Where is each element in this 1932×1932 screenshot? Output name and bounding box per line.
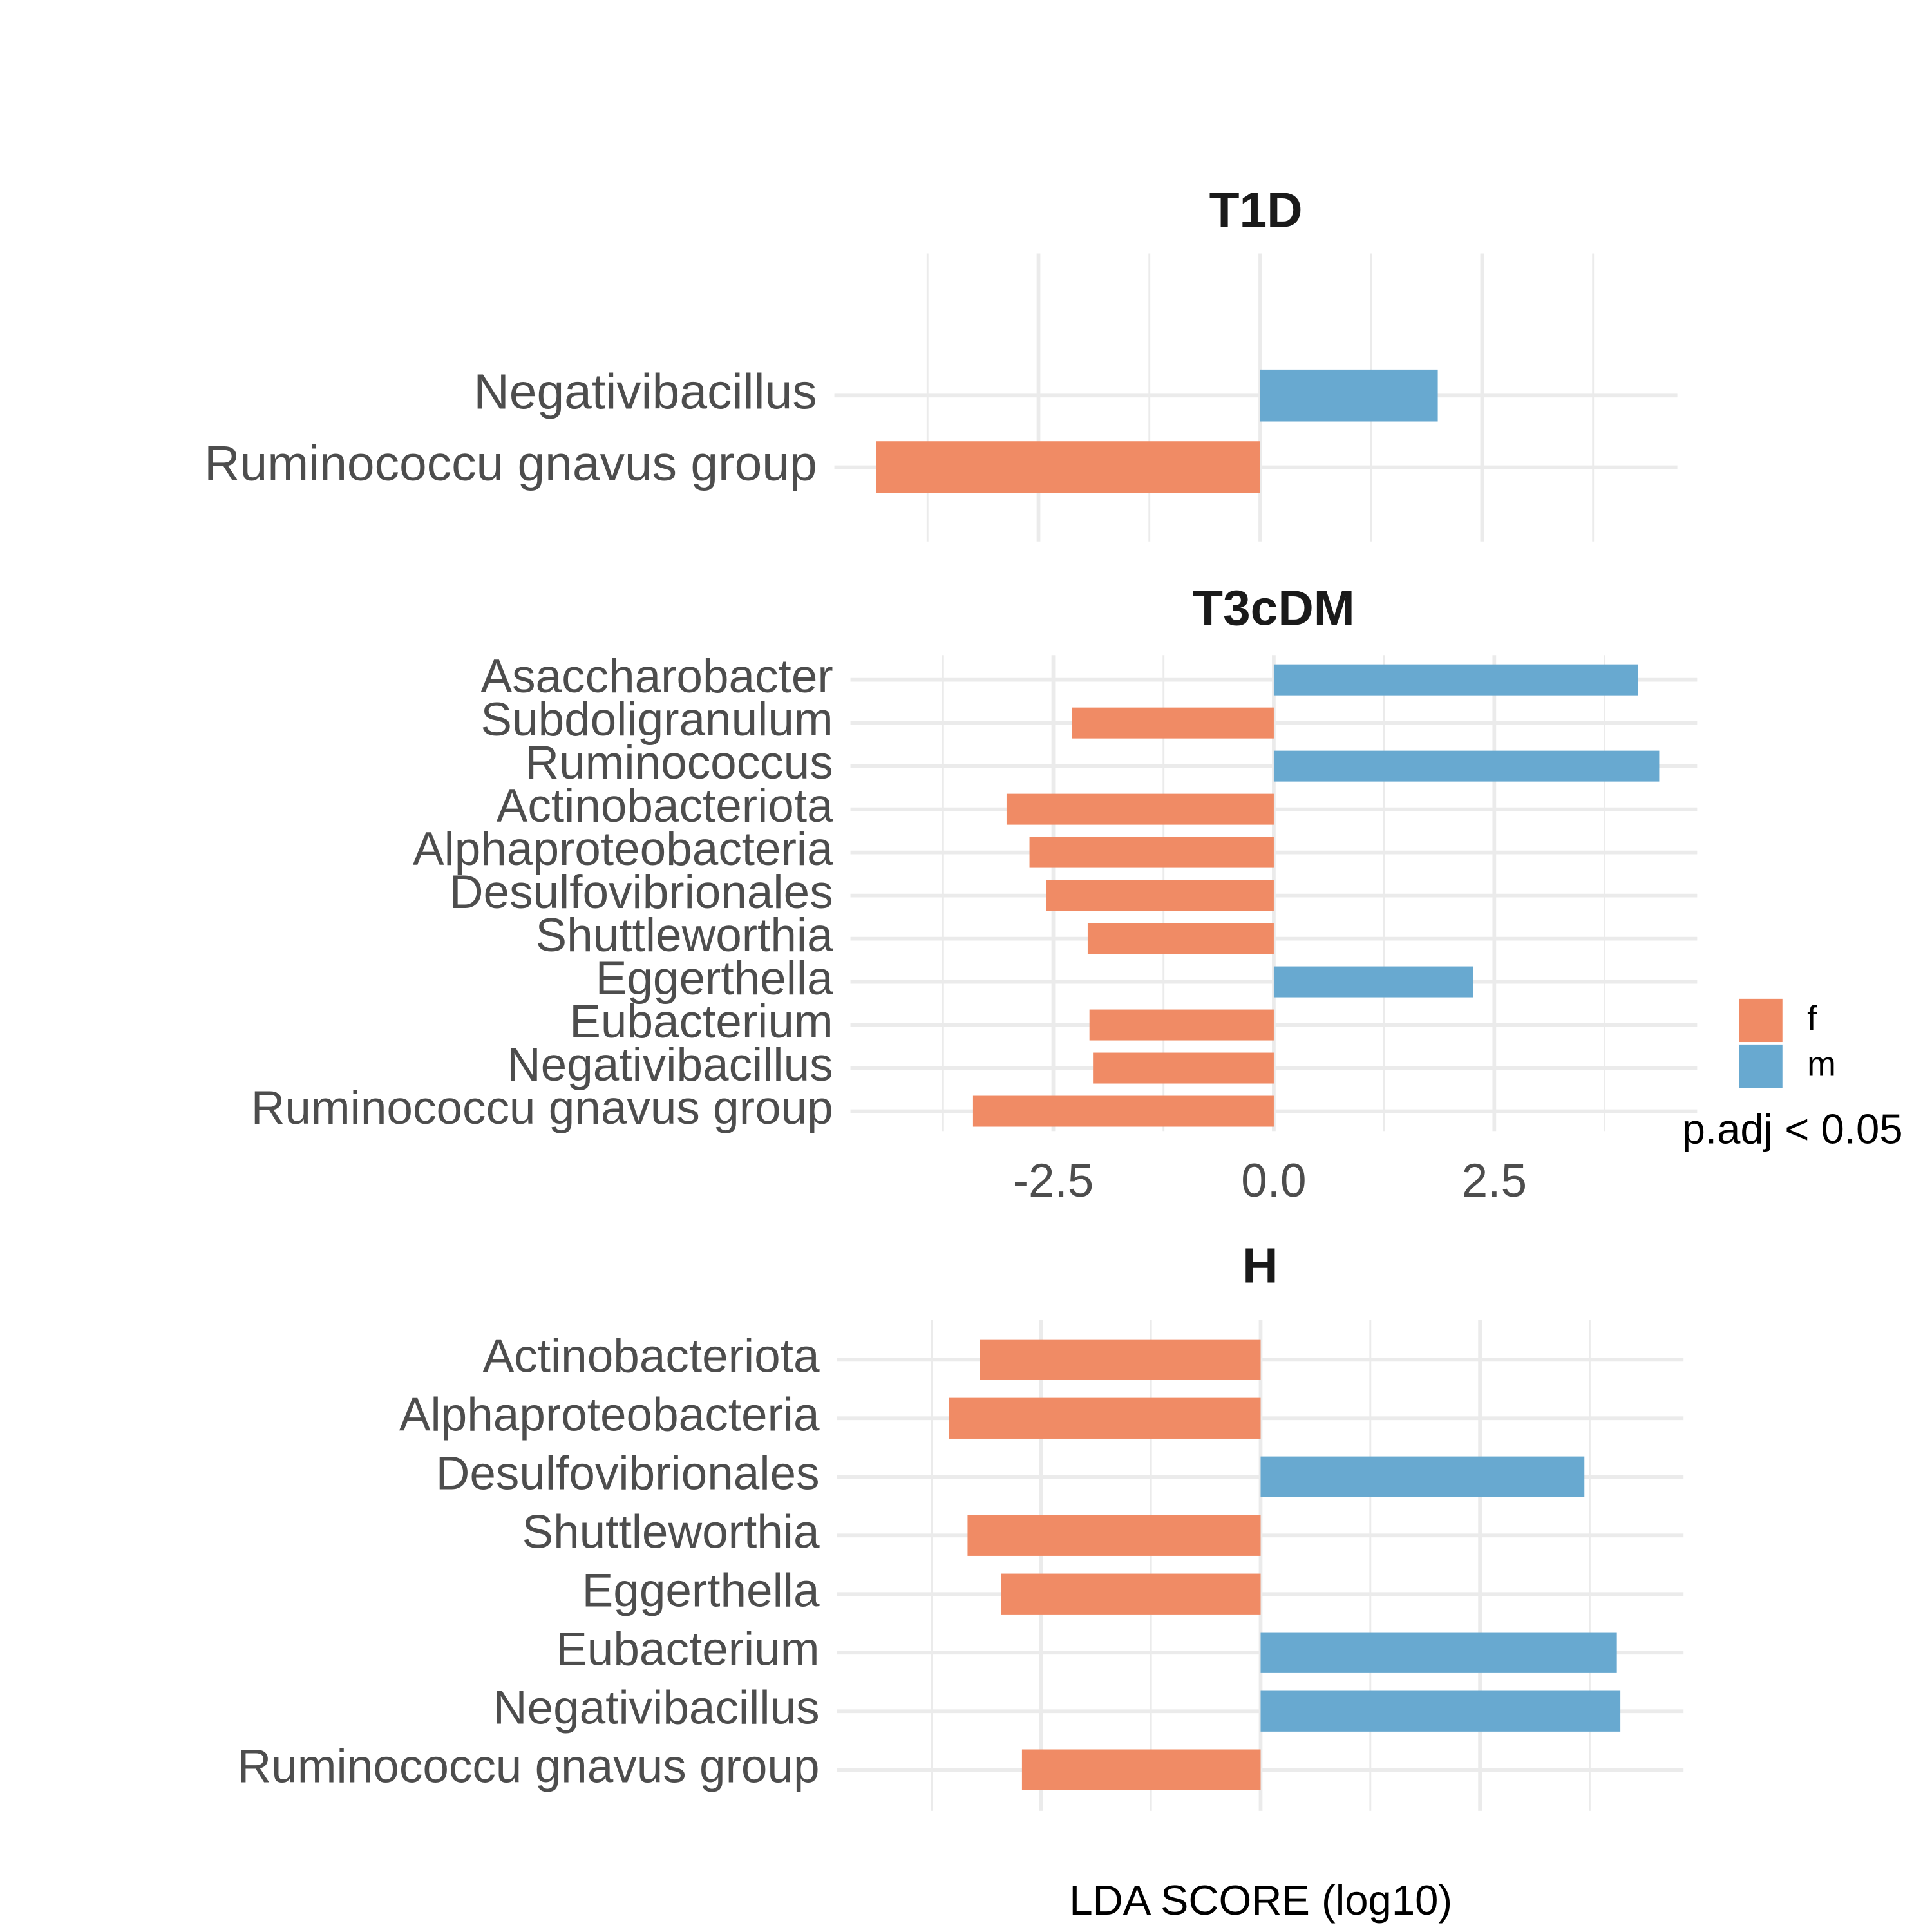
bar <box>1260 1632 1617 1673</box>
bar <box>967 1515 1261 1556</box>
panel-title: H <box>1242 1238 1278 1293</box>
bar <box>1029 837 1274 868</box>
legend-swatch <box>1739 998 1783 1043</box>
y-tick-label: Eubacterium <box>569 996 833 1048</box>
y-tick-label: Eggerthella <box>596 952 833 1005</box>
bar <box>1093 1052 1274 1084</box>
bar <box>1021 1749 1261 1790</box>
y-tick-label: Desulfovibrionales <box>450 866 833 918</box>
bar <box>1260 1690 1621 1732</box>
y-tick-label: Asaccharobacter <box>480 650 833 703</box>
x-axis-label: LDA SCORE (log10) <box>1069 1877 1452 1924</box>
y-tick-label: Alphaproteobacteria <box>413 823 833 875</box>
y-tick-label: Eggerthella <box>582 1565 820 1617</box>
y-tick-label: Desulfovibrionales <box>436 1448 820 1500</box>
bar <box>1006 793 1274 825</box>
y-tick-label: Negativibacillus <box>473 365 817 419</box>
y-tick-label: Ruminococcu gnavus group <box>204 437 817 491</box>
bar <box>1001 1573 1261 1615</box>
y-tick-label: Alphaproteobacteria <box>399 1389 820 1441</box>
bar <box>876 441 1260 493</box>
bar <box>1072 707 1274 739</box>
legend-title: p.adj < 0.05 <box>1682 1105 1903 1152</box>
x-tick-label: -2.5 <box>1013 1155 1094 1207</box>
y-tick-label: Subdoligranulum <box>480 694 833 746</box>
y-tick-label: Eubacterium <box>556 1623 819 1675</box>
panel-title: T3cDM <box>1193 581 1355 636</box>
y-tick-label: Negativibacillus <box>507 1039 833 1091</box>
bar <box>1273 750 1660 782</box>
legend-swatch <box>1739 1044 1783 1088</box>
legend-label: m <box>1807 1045 1836 1084</box>
bar <box>949 1397 1261 1439</box>
y-tick-label: Shuttleworthia <box>522 1506 820 1558</box>
y-tick-label: Ruminococcu gnavus group <box>238 1740 820 1792</box>
x-tick-label: 2.5 <box>1462 1155 1527 1207</box>
bar <box>1273 966 1473 998</box>
bar <box>1260 1456 1585 1497</box>
x-tick-label: 0.0 <box>1241 1155 1306 1207</box>
bar <box>1260 369 1438 422</box>
bar <box>1046 880 1274 911</box>
y-tick-label: Ruminococcu gnavus group <box>251 1082 833 1134</box>
y-tick-label: Actinobacteriota <box>497 780 833 832</box>
y-tick-label: Ruminococcus <box>525 737 833 789</box>
bar <box>1089 1009 1274 1041</box>
bar <box>1087 923 1274 954</box>
bar <box>1273 664 1638 696</box>
legend-label: f <box>1807 999 1817 1038</box>
panel-title: T1D <box>1209 183 1303 238</box>
bar <box>972 1095 1274 1127</box>
y-tick-label: Negativibacillus <box>493 1681 820 1734</box>
y-tick-label: Shuttleworthia <box>536 909 834 961</box>
bar <box>980 1339 1261 1380</box>
y-tick-label: Actinobacteriota <box>483 1331 820 1383</box>
